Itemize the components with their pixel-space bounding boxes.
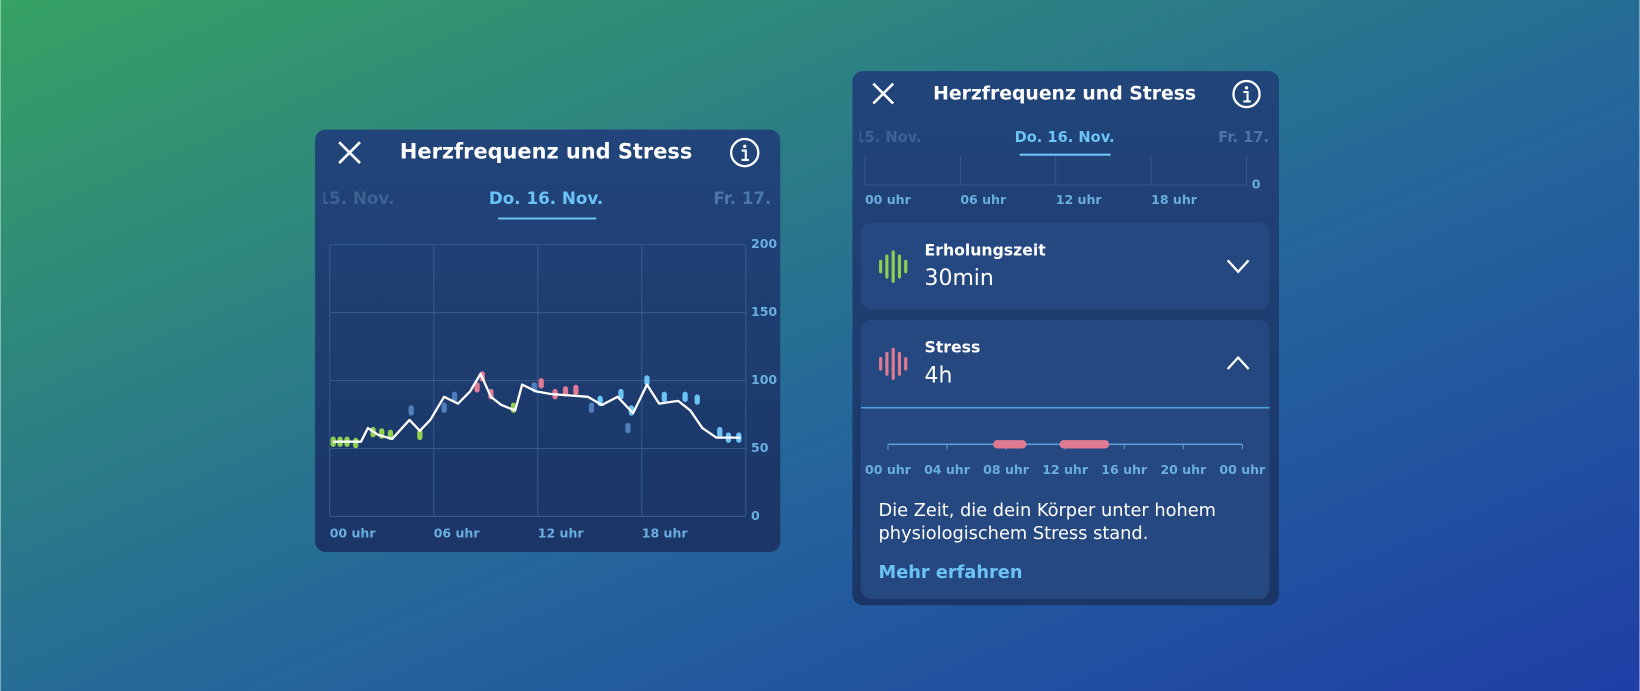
x-tick-label: 00 uhr <box>330 526 377 541</box>
stress-label: Stress <box>925 338 981 357</box>
x-tick-label: 18 uhr <box>642 526 689 541</box>
stress-value: 4h <box>925 363 953 388</box>
date-next[interactable]: Fr. 17. Nov. <box>1218 129 1310 146</box>
y-tick-label: 0 <box>751 508 760 523</box>
reading-dot <box>474 382 480 393</box>
close-button[interactable] <box>338 141 361 165</box>
collapse-button[interactable] <box>1226 355 1250 370</box>
x-tick-label: 00 uhr <box>1219 462 1266 477</box>
date-current[interactable]: Do. 16. Nov. <box>489 188 603 208</box>
y-tick-label: 200 <box>751 236 777 251</box>
reading-dot <box>408 405 414 416</box>
y-tick-label: 150 <box>751 304 777 319</box>
reading-dot <box>717 426 723 438</box>
plot: 0 50 100 150 200 00 uhr 06 uhr 12 uhr 18 uhr <box>329 236 777 541</box>
reading-dot <box>441 402 447 413</box>
x-tick-label: 12 uhr <box>538 526 585 541</box>
x-tick-label: 18 uhr <box>1151 192 1198 207</box>
learn-more-link[interactable]: Mehr erfahren <box>879 563 1023 583</box>
description-line: physiologischem Stress stand. <box>879 524 1149 544</box>
x-tick-label: 04 uhr <box>924 462 971 477</box>
reading-dot <box>538 378 544 389</box>
reading-dot <box>573 384 579 396</box>
recovery-card[interactable]: Erholungszeit 30min <box>860 222 1270 310</box>
detail-panel: Herzfrequenz und Stress 15. Nov. Do. 16.… <box>852 71 1310 606</box>
date-current[interactable]: Do. 16. Nov. <box>1015 129 1115 146</box>
x-tick-label: 08 uhr <box>983 462 1030 477</box>
y-tick-label: 50 <box>751 440 769 455</box>
reading-dot <box>644 375 650 386</box>
recovery-label: Erholungszeit <box>925 240 1047 259</box>
x-tick-label: 20 uhr <box>1160 462 1207 477</box>
x-tick-label: 00 uhr <box>865 192 912 207</box>
reading-dot <box>661 391 667 403</box>
date-next[interactable]: Fr. 17. Nov. <box>713 188 818 208</box>
reading-dot <box>588 402 595 413</box>
y-tick-label: 100 <box>751 372 777 387</box>
date-prev[interactable]: 15. Nov. <box>317 188 394 208</box>
title: Herzfrequenz und Stress <box>933 84 1196 105</box>
reading-dot <box>694 394 700 405</box>
x-tick-label: 06 uhr <box>434 526 481 541</box>
reading-dot <box>618 388 624 400</box>
mini-chart: 00 uhr 06 uhr 12 uhr 18 uhr 0 <box>864 156 1261 207</box>
info-button[interactable] <box>1232 79 1261 109</box>
stress-card: Stress 4h 00 uhr 04 uhr 08 uhr 12 uhr 16 uhr… <box>860 319 1270 600</box>
recovery-value: 30min <box>925 266 994 291</box>
stress-timeline: 00 uhr 04 uhr 08 uhr 12 uhr 16 uhr 20 uhr 00 u… <box>865 440 1266 477</box>
reading-dot <box>451 391 458 403</box>
reading-dot <box>682 391 688 403</box>
x-tick-label: 06 uhr <box>960 192 1007 207</box>
reading-dot <box>417 429 423 441</box>
y-tick-label: 0 <box>1252 177 1261 192</box>
description-line: Die Zeit, die dein Körper unter hohem <box>879 501 1216 521</box>
close-button[interactable] <box>872 82 895 105</box>
date-prev[interactable]: 15. Nov. <box>854 129 922 146</box>
heart-rate-panel: Herzfrequenz und Stress 15. Nov. Do. 16.… <box>315 129 818 552</box>
x-tick-label: 00 uhr <box>865 462 912 477</box>
title: Herzfrequenz und Stress <box>400 140 692 164</box>
panel <box>315 129 781 552</box>
x-tick-label: 12 uhr <box>1042 462 1089 477</box>
heart-rate-line <box>333 372 741 443</box>
reading-dot <box>625 422 631 434</box>
info-button[interactable] <box>729 137 760 168</box>
reading-dot <box>353 437 359 449</box>
x-tick-label: 12 uhr <box>1056 192 1103 207</box>
x-tick-label: 16 uhr <box>1101 462 1148 477</box>
